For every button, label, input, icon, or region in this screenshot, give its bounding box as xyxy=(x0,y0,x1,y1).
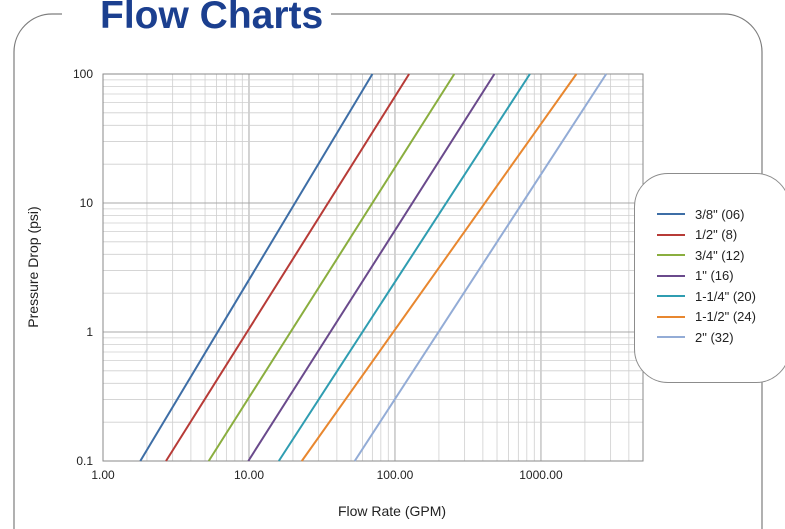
legend-swatch xyxy=(657,254,685,256)
y-tick-label: 0.1 xyxy=(76,454,93,468)
legend-label: 1-1/2" (24) xyxy=(695,309,756,324)
series-line xyxy=(165,73,410,462)
legend-swatch xyxy=(657,315,685,318)
legend-swatch xyxy=(657,274,685,277)
legend-item: 2" (32) xyxy=(657,327,734,347)
legend-swatch xyxy=(657,336,685,338)
legend-label: 2" (32) xyxy=(695,329,734,345)
legend-item: 1/2" (8) xyxy=(657,225,737,245)
series-line xyxy=(300,73,578,462)
x-tick-label: 100.00 xyxy=(377,468,414,482)
legend: 3/8" (06) 1/2" (8) 3/4" (12) 1" (16) 1-1/4" … xyxy=(634,173,785,383)
legend-label: 1-1/4" (20) xyxy=(695,288,756,304)
y-tick-label: 100 xyxy=(73,67,93,81)
series-line xyxy=(139,73,374,462)
x-tick-label: 1.00 xyxy=(91,468,115,482)
chart-series xyxy=(139,73,608,462)
page-title: Flow Charts xyxy=(92,0,332,38)
x-tick-label: 10.00 xyxy=(234,468,264,482)
legend-item: 1-1/4" (20) xyxy=(657,286,756,306)
y-axis-label: Pressure Drop (psi) xyxy=(25,206,41,327)
legend-item: 3/8" (06) xyxy=(657,204,744,224)
legend-label: 3/8" (06) xyxy=(695,206,745,222)
legend-item: 3/4" (12) xyxy=(657,245,744,265)
legend-label: 3/4" (12) xyxy=(695,247,745,263)
x-axis-label: Flow Rate (GPM) xyxy=(338,503,446,519)
axis-ticks: 1.00 10.00 100.00 1000.00 0.1 1 10 100 xyxy=(73,67,563,482)
legend-item: 1" (16) xyxy=(657,266,734,286)
legend-swatch xyxy=(657,233,685,236)
series-line xyxy=(247,73,496,462)
y-tick-label: 1 xyxy=(86,325,93,339)
x-tick-label: 1000.00 xyxy=(519,468,563,482)
series-line xyxy=(277,73,531,462)
series-line xyxy=(353,73,608,462)
legend-swatch xyxy=(657,213,685,215)
y-tick-label: 10 xyxy=(80,196,94,210)
series-line xyxy=(207,73,456,462)
legend-item: 1-1/2" (24) xyxy=(657,307,756,327)
legend-label: 1" (16) xyxy=(695,268,734,283)
legend-swatch xyxy=(657,295,685,297)
legend-label: 1/2" (8) xyxy=(695,227,738,242)
chart-grid xyxy=(102,73,644,462)
